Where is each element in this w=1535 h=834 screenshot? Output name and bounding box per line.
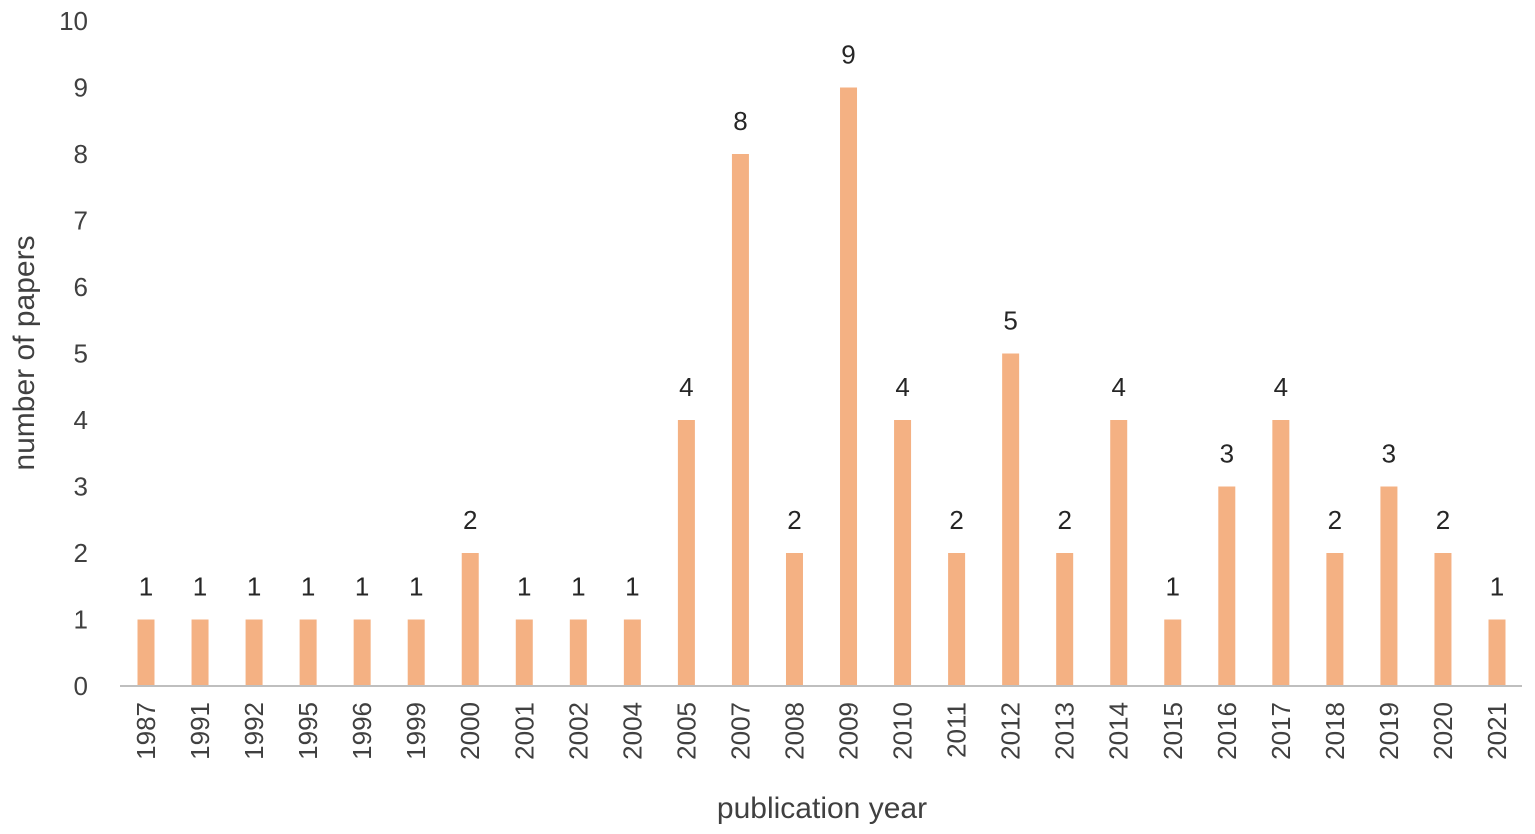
data-label: 2: [1436, 505, 1450, 535]
x-axis-ticks: 1987 1991 1992 1995 1996 1999 2000 2001 2002 2004…: [131, 702, 1512, 760]
bar: [1002, 353, 1020, 686]
data-label: 3: [1382, 439, 1396, 469]
y-tick-label: 10: [59, 6, 88, 36]
x-tick-label: 2017: [1266, 702, 1296, 760]
x-axis-title: publication year: [717, 792, 927, 825]
data-label: 2: [1057, 505, 1071, 535]
bars-group: [137, 87, 1506, 686]
data-label: 5: [1003, 306, 1017, 336]
data-label: 2: [787, 505, 801, 535]
bar: [299, 619, 317, 686]
x-tick-label: 2013: [1050, 702, 1080, 760]
bar: [1164, 619, 1182, 686]
data-label: 1: [355, 572, 369, 602]
bar: [785, 553, 803, 686]
bar: [1488, 619, 1506, 686]
y-axis-ticks: 0 1 2 3 4 5 6 7 8 9 10: [59, 6, 88, 701]
bar: [840, 87, 858, 686]
data-label: 1: [1166, 572, 1180, 602]
y-tick-label: 9: [74, 73, 88, 103]
x-tick-label: 2009: [834, 702, 864, 760]
bar: [515, 619, 533, 686]
data-label: 8: [733, 106, 747, 136]
bar: [948, 553, 966, 686]
x-tick-label: 2019: [1374, 702, 1404, 760]
x-tick-label: 2016: [1212, 702, 1242, 760]
y-tick-label: 8: [74, 139, 88, 169]
data-label: 1: [571, 572, 585, 602]
x-tick-label: 2007: [725, 702, 755, 760]
bar: [245, 619, 263, 686]
data-label: 3: [1220, 439, 1234, 469]
x-tick-label: 2004: [617, 702, 647, 760]
x-tick-label: 2008: [779, 702, 809, 760]
bar: [461, 553, 479, 686]
data-label: 2: [1328, 505, 1342, 535]
bar: [1380, 486, 1398, 686]
bar: [677, 420, 695, 686]
bar: [1272, 420, 1290, 686]
x-tick-label: 1991: [185, 702, 215, 760]
bar: [1218, 486, 1236, 686]
x-tick-label: 2000: [455, 702, 485, 760]
data-label: 1: [247, 572, 261, 602]
x-tick-label: 2011: [942, 702, 972, 758]
y-tick-label: 0: [74, 671, 88, 701]
y-tick-label: 2: [74, 538, 88, 568]
x-tick-label: 1999: [401, 702, 431, 760]
data-label: 4: [895, 372, 909, 402]
x-tick-label: 2012: [996, 702, 1026, 760]
bar: [1110, 420, 1128, 686]
bar: [894, 420, 912, 686]
x-tick-label: 2014: [1104, 702, 1134, 760]
x-tick-label: 2001: [509, 702, 539, 760]
y-tick-label: 4: [74, 405, 88, 435]
bar: [407, 619, 425, 686]
data-label: 4: [1274, 372, 1288, 402]
x-tick-label: 1987: [131, 702, 161, 760]
x-tick-label: 2020: [1428, 702, 1458, 760]
data-label: 9: [841, 40, 855, 70]
data-label: 1: [517, 572, 531, 602]
data-label: 1: [301, 572, 315, 602]
data-label: 4: [679, 372, 693, 402]
data-label: 1: [409, 572, 423, 602]
y-axis-title: number of papers: [8, 235, 41, 470]
data-label: 1: [139, 572, 153, 602]
x-tick-label: 2015: [1158, 702, 1188, 760]
bar: [353, 619, 371, 686]
data-label: 2: [949, 505, 963, 535]
y-tick-label: 5: [74, 339, 88, 369]
y-tick-label: 6: [74, 272, 88, 302]
bar: [731, 154, 749, 686]
x-tick-label: 2021: [1482, 702, 1512, 760]
x-tick-label: 2010: [888, 702, 918, 760]
x-tick-label: 2005: [671, 702, 701, 760]
bar: [191, 619, 209, 686]
bar: [1326, 553, 1344, 686]
x-tick-label: 2002: [563, 702, 593, 760]
x-tick-label: 1996: [347, 702, 377, 760]
data-label: 1: [625, 572, 639, 602]
y-tick-label: 7: [74, 206, 88, 236]
data-label: 1: [193, 572, 207, 602]
x-tick-label: 2018: [1320, 702, 1350, 760]
bar: [137, 619, 155, 686]
data-label: 4: [1111, 372, 1125, 402]
y-tick-label: 3: [74, 472, 88, 502]
bar: [1056, 553, 1074, 686]
bar: [623, 619, 641, 686]
data-label: 1: [1490, 572, 1504, 602]
data-label: 2: [463, 505, 477, 535]
x-tick-label: 1995: [293, 702, 323, 760]
bar: [1434, 553, 1452, 686]
x-tick-label: 1992: [239, 702, 269, 760]
bar: [569, 619, 587, 686]
y-tick-label: 1: [74, 605, 88, 635]
